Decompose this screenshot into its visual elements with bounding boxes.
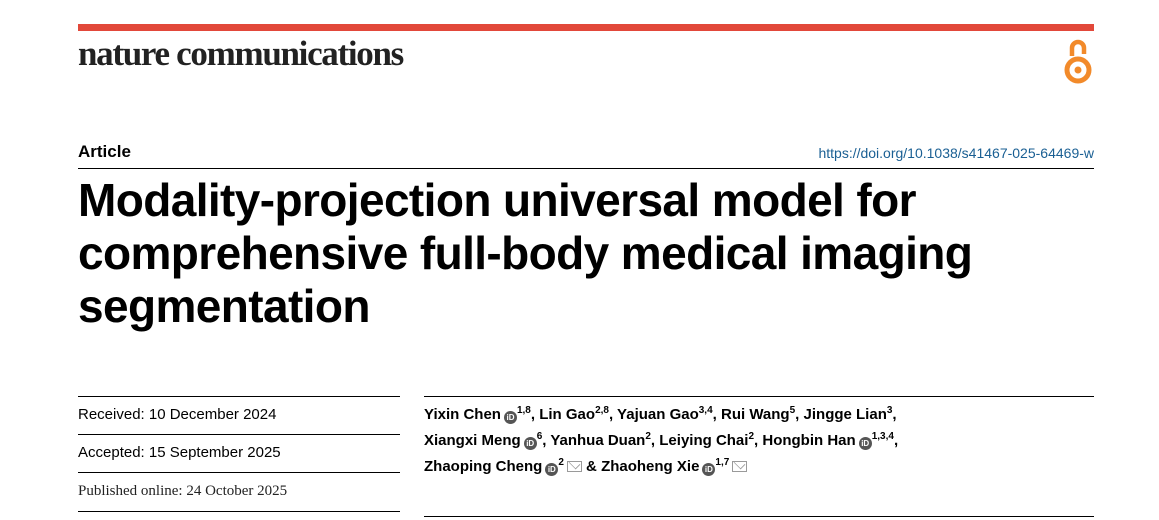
author[interactable]: Jingge Lian: [803, 406, 887, 423]
author-separator: ,: [650, 432, 660, 449]
author[interactable]: Zhaoheng Xie: [601, 458, 700, 475]
author[interactable]: Xiangxi Meng: [424, 432, 521, 449]
author-affiliation: 2: [645, 431, 651, 442]
header-divider: [78, 168, 1094, 169]
author-affiliation: 1,3,4: [871, 431, 894, 442]
author-affiliation: 6: [536, 431, 543, 442]
orcid-icon[interactable]: iD: [523, 437, 537, 450]
article-type: Article: [78, 142, 131, 161]
author-separator: ,: [892, 406, 897, 423]
article-title: Modality-projection universal model for …: [78, 174, 1098, 333]
author[interactable]: Zhaoping Cheng: [424, 458, 543, 475]
journal-accent-bar: [78, 24, 1094, 31]
envelope-icon[interactable]: [732, 461, 748, 472]
orcid-icon[interactable]: iD: [503, 411, 517, 424]
author-list: Yixin Chen iD1,8, Lin Gao2,8, Yajuan Gao3…: [424, 402, 1094, 480]
author-affiliation: 2: [558, 457, 564, 468]
author-separator: ,: [795, 406, 804, 423]
accepted-date: Accepted: 15 September 2025: [78, 434, 400, 472]
title-line: segmentation: [78, 280, 370, 332]
authors-divider-bottom: [424, 516, 1094, 517]
author[interactable]: Yanhua Duan: [550, 432, 646, 449]
title-line: Modality-projection universal model for: [78, 174, 917, 226]
author-affiliation: 3: [886, 405, 893, 416]
title-line: comprehensive full-body medical imaging: [78, 227, 973, 279]
orcid-icon[interactable]: iD: [702, 463, 716, 476]
journal-name[interactable]: nature communications: [78, 34, 404, 73]
orcid-icon[interactable]: iD: [858, 437, 872, 450]
author[interactable]: Leiying Chai: [659, 432, 749, 449]
author-affiliation: 1,7: [715, 457, 730, 468]
orcid-icon[interactable]: iD: [545, 463, 559, 476]
envelope-icon[interactable]: [566, 461, 582, 472]
author-separator: ,: [542, 432, 551, 449]
article-dates: Received: 10 December 2024 Accepted: 15 …: [78, 396, 400, 512]
author-separator: ,: [893, 432, 899, 449]
author[interactable]: Yajuan Gao: [617, 406, 699, 423]
authors-divider-top: [424, 396, 1094, 397]
author[interactable]: Rui Wang: [721, 406, 790, 423]
author-affiliation: 3,4: [698, 405, 713, 416]
author-separator: ,: [608, 406, 618, 423]
author-affiliation: 1,8: [516, 405, 531, 416]
author[interactable]: Hongbin Han: [762, 432, 856, 449]
author-affiliation: 2,8: [595, 405, 609, 416]
author-separator: ,: [530, 406, 540, 423]
author-separator: ,: [712, 406, 721, 423]
open-access-icon: [1064, 39, 1092, 84]
received-date: Received: 10 December 2024: [78, 396, 400, 434]
author[interactable]: Yixin Chen: [424, 406, 501, 423]
doi-link[interactable]: https://doi.org/10.1038/s41467-025-64469…: [818, 145, 1094, 161]
published-date: Published online: 24 October 2025: [78, 472, 400, 512]
author-affiliation: 5: [789, 405, 796, 416]
author-separator: ,: [754, 432, 763, 449]
author[interactable]: Lin Gao: [539, 406, 596, 423]
author-affiliation: 2: [748, 431, 755, 442]
author-separator: &: [581, 458, 602, 475]
